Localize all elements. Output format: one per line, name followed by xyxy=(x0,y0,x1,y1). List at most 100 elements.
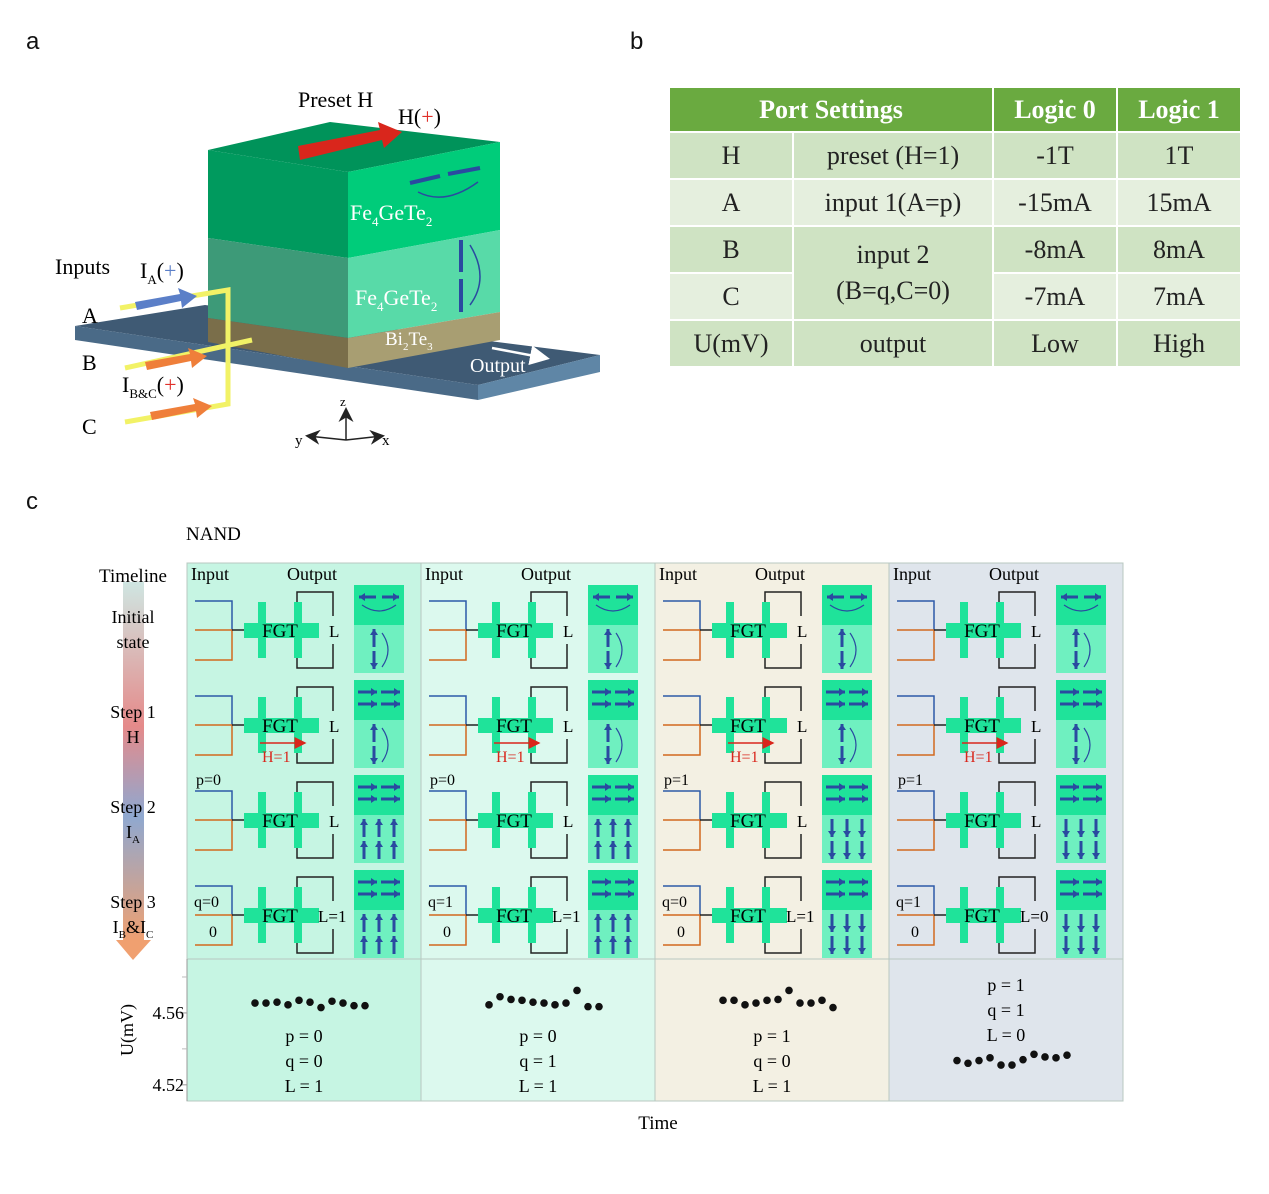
arrowhead xyxy=(1092,948,1100,954)
nand-column-4: Input Output FGT L FGT L H=1 FGT Lp=1 FGT L=0 q=1 0 p… xyxy=(888,562,1124,1102)
arrowhead xyxy=(839,890,845,898)
fgt-label: FGT xyxy=(496,716,532,737)
step-symbol: I xyxy=(126,822,132,842)
y-axis-label: U(mV) xyxy=(117,1004,138,1056)
q-value: q = 0 xyxy=(753,1051,790,1071)
arrowhead xyxy=(858,926,866,932)
input-bc-wire xyxy=(663,724,701,756)
cell-setting: output xyxy=(794,321,992,366)
fgt-input-arm xyxy=(492,792,500,848)
axis-triad xyxy=(305,407,385,445)
step-cell: FGT L xyxy=(663,585,872,673)
arrowhead xyxy=(605,783,611,791)
preset-field-arrow xyxy=(298,122,402,160)
data-point xyxy=(262,999,270,1007)
output-level: L xyxy=(329,812,339,831)
fgt-output-arm xyxy=(528,602,536,658)
data-point xyxy=(529,998,537,1006)
cell-logic0: Low xyxy=(994,321,1116,366)
input-bc-wire xyxy=(663,819,701,851)
output-level: L=1 xyxy=(786,907,814,926)
arrowhead xyxy=(609,936,617,942)
bottom-layer xyxy=(588,720,638,768)
arrowhead xyxy=(371,700,377,708)
arrowhead xyxy=(628,795,634,803)
step-cell: FGT Lp=1 xyxy=(663,772,872,863)
arrowhead xyxy=(1077,853,1085,859)
rotation-curve xyxy=(615,632,623,668)
output-circuit xyxy=(764,876,802,954)
arrowhead xyxy=(862,700,868,708)
q-label: q=0 xyxy=(194,894,219,911)
top-layer xyxy=(588,680,638,720)
fgt-input-arm xyxy=(492,887,500,943)
input-bc-wire xyxy=(897,724,935,756)
input-a-wire xyxy=(663,600,701,630)
output-circuit xyxy=(764,686,802,764)
input-header: Input xyxy=(659,564,697,584)
bottom-layer xyxy=(588,625,638,673)
data-point xyxy=(829,1003,837,1012)
magnetization-box xyxy=(588,680,638,768)
arrowhead xyxy=(360,841,368,847)
arrowhead xyxy=(843,948,851,954)
output-circuit xyxy=(998,781,1036,859)
arrowhead xyxy=(394,700,400,708)
chart-background xyxy=(186,958,422,1102)
data-point xyxy=(741,1001,749,1009)
step-label-line1: Step 2 xyxy=(110,797,156,817)
arrowhead xyxy=(375,914,383,920)
l-value: L = 0 xyxy=(987,1025,1025,1045)
magnetization-box xyxy=(354,775,404,863)
arrowhead xyxy=(371,878,377,886)
output-level: L xyxy=(797,812,807,831)
arrowhead xyxy=(1095,593,1101,601)
arrowhead xyxy=(1073,700,1079,708)
nand-column-2: Input Output FGT L FGT L H=1 FGT Lp=0 FGT L=1 q=1 0 p… xyxy=(420,562,656,1102)
table-row: U(mV) output Low High xyxy=(670,321,1240,366)
axis-x-label: x xyxy=(382,433,390,449)
output-header: Output xyxy=(521,564,571,584)
zero-label: 0 xyxy=(677,924,685,941)
arrowhead xyxy=(839,878,845,886)
arrowhead xyxy=(628,890,634,898)
arrowhead xyxy=(628,688,634,696)
arrowhead xyxy=(360,819,368,825)
nand-column-3: Input Output FGT L FGT L H=1 FGT Lp=1 FGT L=1 q=0 0 p… xyxy=(654,562,890,1102)
fgt-output-arm xyxy=(294,792,302,848)
fgt-label: FGT xyxy=(262,811,298,832)
step-label-line2: state xyxy=(117,632,150,652)
output-level: L xyxy=(1031,812,1041,831)
fgt-input-arm xyxy=(960,792,968,848)
output-header: Output xyxy=(755,564,805,584)
step-symbol: state xyxy=(117,632,150,652)
output-arrow xyxy=(491,345,550,366)
step-cell: FGT Lp=0 xyxy=(429,772,638,863)
l-value: L = 1 xyxy=(285,1076,323,1096)
table-row: H preset (H=1) -1T 1T xyxy=(670,133,1240,178)
arrowhead xyxy=(838,724,846,730)
rotation-curve xyxy=(849,727,857,763)
arrowhead xyxy=(609,914,617,920)
output-circuit xyxy=(296,876,334,954)
step-symbol: I xyxy=(113,917,119,937)
arrowhead xyxy=(594,936,602,942)
data-point xyxy=(1041,1053,1049,1061)
fgt-input-arm xyxy=(726,697,734,753)
q-value: q = 1 xyxy=(987,1000,1024,1020)
top-layer xyxy=(354,870,404,910)
arrowhead xyxy=(628,783,634,791)
p-label: p=0 xyxy=(196,772,221,789)
output-circuit xyxy=(296,686,334,764)
port-b-label: B xyxy=(82,350,97,375)
arrowhead xyxy=(371,890,377,898)
input-a-wire xyxy=(195,600,233,630)
output-circuit xyxy=(530,876,568,954)
arrowhead xyxy=(394,783,400,791)
step-cell: FGT L H=1 xyxy=(663,680,872,768)
input-a-wire xyxy=(429,885,467,915)
input-a-wire xyxy=(663,790,701,820)
arrowhead xyxy=(390,914,398,920)
arrowhead xyxy=(605,700,611,708)
